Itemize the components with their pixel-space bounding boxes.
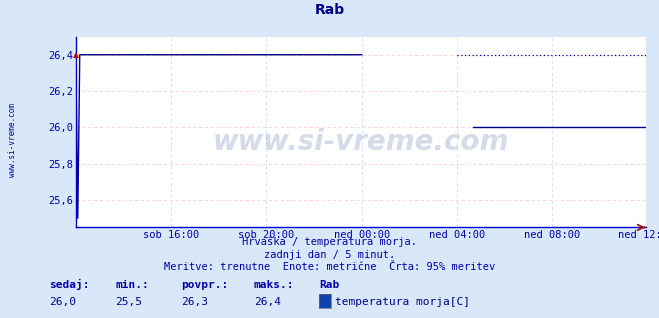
Text: zadnji dan / 5 minut.: zadnji dan / 5 minut.: [264, 250, 395, 259]
Text: www.si-vreme.com: www.si-vreme.com: [213, 128, 509, 156]
Text: min.:: min.:: [115, 280, 149, 290]
Text: Rab: Rab: [320, 280, 340, 290]
Text: maks.:: maks.:: [254, 280, 294, 290]
Text: temperatura morja[C]: temperatura morja[C]: [335, 297, 470, 307]
Text: 26,0: 26,0: [49, 297, 76, 307]
Text: 25,5: 25,5: [115, 297, 142, 307]
Text: sedaj:: sedaj:: [49, 279, 90, 290]
Text: Meritve: trenutne  Enote: metrične  Črta: 95% meritev: Meritve: trenutne Enote: metrične Črta: …: [164, 262, 495, 272]
Text: Rab: Rab: [314, 3, 345, 17]
Text: www.si-vreme.com: www.si-vreme.com: [8, 103, 17, 177]
Text: povpr.:: povpr.:: [181, 280, 229, 290]
Text: 26,3: 26,3: [181, 297, 208, 307]
Text: Hrvaška / temperatura morja.: Hrvaška / temperatura morja.: [242, 236, 417, 247]
Text: 26,4: 26,4: [254, 297, 281, 307]
